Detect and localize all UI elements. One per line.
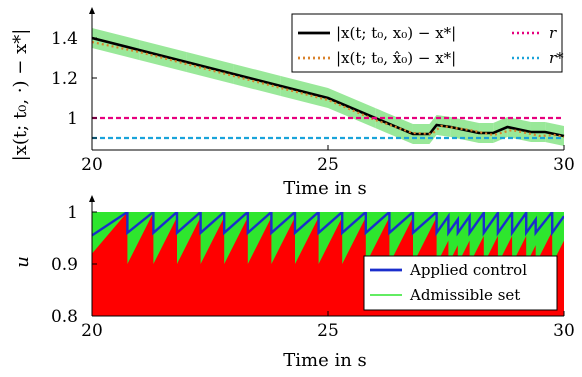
bottom-x-tick-labels: 20 25 30: [81, 321, 575, 341]
legend-entry-applied-control: Applied control: [370, 261, 527, 279]
bottom-y-tick-label: 0.8: [51, 307, 78, 327]
legend-label-rstar: r*: [549, 49, 564, 67]
top-x-tick-label: 20: [81, 155, 103, 175]
bottom-y-axis-arrow: [89, 195, 95, 202]
bottom-axes: [89, 195, 565, 317]
top-x-tick-labels: 20 25 30: [81, 155, 575, 175]
bottom-legend-box: [363, 255, 558, 311]
top-y-tick-label: 1: [67, 109, 78, 129]
bottom-y-tick-label: 0.9: [51, 255, 78, 275]
legend-label-r: r: [549, 24, 557, 42]
bottom-y-tick-label: 1: [67, 203, 78, 223]
bottom-x-axis-label: Time in s: [283, 350, 367, 371]
top-legend: |x(t; t₀, x₀) − x*| |x(t; t₀, x̂₀) − x*|…: [291, 13, 564, 73]
legend-label-applied-control: Applied control: [409, 261, 527, 279]
series-line-2: [91, 40, 565, 139]
top-axes: [89, 7, 565, 151]
top-y-axis-arrow: [89, 7, 95, 14]
top-series-lines: [91, 36, 565, 140]
top-x-axis-label: Time in s: [283, 178, 367, 199]
top-x-tick-label: 25: [317, 155, 339, 175]
legend-label-exact: |x(t; t₀, x₀) − x*|: [336, 24, 456, 42]
bottom-x-tick-label: 20: [81, 321, 103, 341]
bottom-x-tick-label: 30: [553, 321, 575, 341]
bottom-x-tick-label: 25: [317, 321, 339, 341]
legend-label-estimate: |x(t; t₀, x̂₀) − x*|: [336, 49, 456, 67]
bottom-legend: Applied control Admissible set: [363, 255, 558, 311]
top-legend-box: [291, 13, 563, 73]
applied-control-line: [92, 212, 564, 237]
top-y-axis-label: |x(t; t₀, ·) − x*|: [10, 29, 31, 162]
legend-label-admissible-set: Admissible set: [409, 286, 520, 304]
legend-entry-admissible-set: Admissible set: [370, 286, 520, 304]
legend-entry-rstar: r*: [512, 49, 564, 67]
bottom-panel: 20 25 30 1 0.9 0.8 Time in s u Applied contr…: [12, 195, 575, 371]
legend-entry-estimate: |x(t; t₀, x̂₀) − x*|: [298, 49, 456, 67]
top-x-tick-label: 30: [553, 155, 575, 175]
legend-entry-exact: |x(t; t₀, x₀) − x*|: [298, 24, 456, 42]
top-y-tick-label: 1.4: [51, 29, 78, 49]
top-panel: 20 25 30 1.4 1.2 1 Time in s |x(t; t₀, ·) − …: [10, 7, 575, 199]
top-y-tick-label: 1.2: [51, 69, 78, 89]
top-y-tick-labels: 1.4 1.2 1: [51, 29, 78, 129]
bottom-y-axis-label: u: [12, 256, 33, 268]
bottom-y-tick-labels: 1 0.9 0.8: [51, 203, 78, 327]
legend-entry-r: r: [512, 24, 557, 42]
